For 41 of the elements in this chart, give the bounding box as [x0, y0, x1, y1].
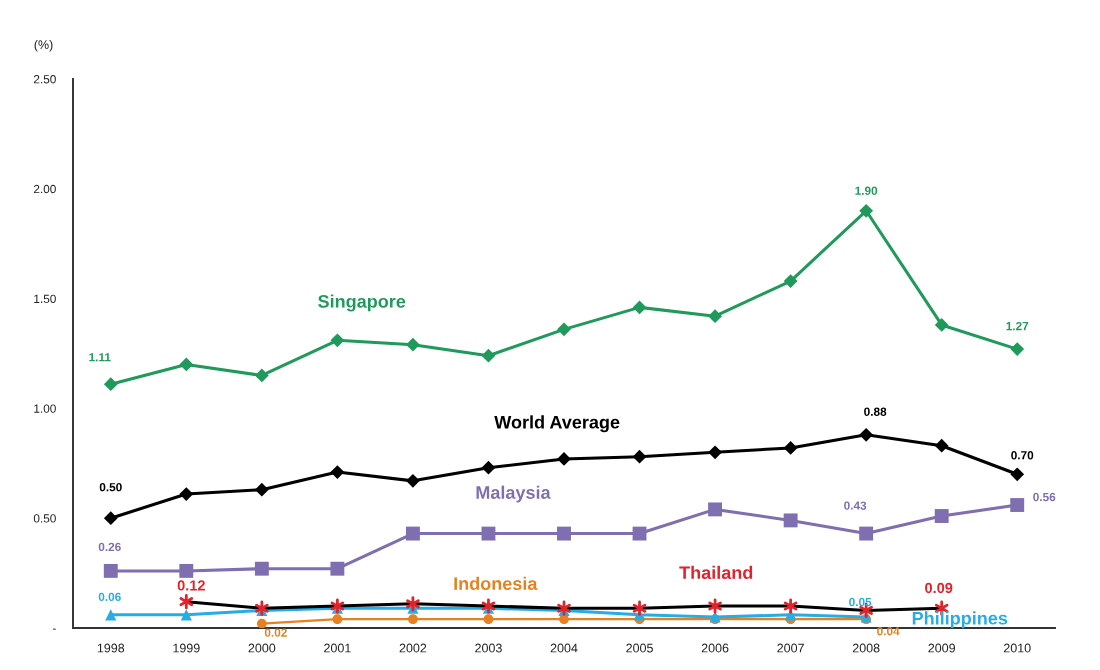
- series-label: Singapore: [318, 294, 406, 312]
- data-label: 0.70: [1011, 451, 1034, 460]
- data-label: 0.88: [864, 407, 887, 416]
- y-tick-label: 2.00: [33, 184, 56, 194]
- x-tick-label: 2006: [701, 643, 729, 653]
- x-tick-label: 2005: [626, 643, 653, 653]
- x-tick-label: 2010: [1003, 643, 1031, 653]
- x-tick-label: 2008: [852, 643, 880, 653]
- data-label: 0.05: [849, 597, 872, 607]
- x-tick-label: 2002: [399, 643, 427, 653]
- series-label: Thailand: [679, 565, 753, 580]
- data-label: 0.56: [1033, 492, 1056, 502]
- data-label: 1.90: [855, 186, 878, 195]
- text: Philippines: [912, 611, 1008, 629]
- data-label: 0.04: [877, 627, 900, 636]
- y-tick-label: 1.00: [34, 404, 56, 413]
- x-tick-label: 1999: [173, 643, 200, 653]
- x-tick-label: 2000: [248, 643, 276, 653]
- data-label: 0.09: [925, 582, 953, 594]
- series-label: Indonesia: [454, 576, 538, 591]
- x-tick-label: 1998: [97, 643, 125, 653]
- data-label: 0.06: [98, 592, 121, 601]
- data-label: 0.43: [844, 501, 867, 510]
- x-tick-label: 2007: [777, 643, 804, 653]
- data-label: 1.27: [1006, 321, 1029, 331]
- data-label: 0.02: [264, 628, 287, 637]
- y-axis-title: (%): [34, 39, 53, 52]
- x-tick-label: 2004: [550, 643, 578, 653]
- y-tick-label: 1.50: [34, 294, 56, 303]
- series-label: World Average: [494, 415, 620, 433]
- y-tick-label: -: [52, 628, 56, 630]
- data-label: 0.26: [98, 542, 121, 552]
- y-tick-label: 2.50: [33, 75, 56, 84]
- data-label: 0.50: [99, 483, 122, 492]
- x-tick-label: 2009: [928, 643, 956, 653]
- series-label: Malaysia: [476, 485, 551, 503]
- x-tick-label: 2003: [475, 643, 502, 653]
- y-tick-label: 0.50: [33, 514, 56, 523]
- data-label: 0.12: [177, 580, 205, 591]
- x-tick-label: 2001: [324, 643, 351, 653]
- data-label: 1.11: [89, 353, 111, 362]
